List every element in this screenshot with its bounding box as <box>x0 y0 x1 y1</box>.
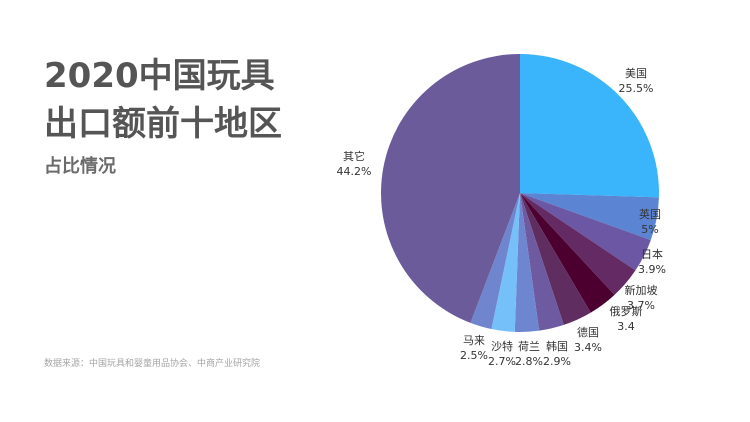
slice-label-name: 新加坡 <box>625 283 658 297</box>
slice-label-name: 德国 <box>577 325 599 339</box>
title-line-1: 2020中国玩具 <box>44 56 275 96</box>
pie-slice-3 <box>520 193 651 271</box>
slice-label-name: 韩国 <box>546 339 568 353</box>
slice-label-name: 其它 <box>343 149 365 163</box>
slice-label-name: 美国 <box>625 67 647 80</box>
slice-label-value: 25.5% <box>619 82 654 95</box>
slice-label-value: 2.9% <box>543 355 571 368</box>
pie-slice-4 <box>520 193 636 295</box>
data-source-note: 数据来源：中国玩具和婴童用品协会、中商产业研究院 <box>44 359 261 369</box>
slice-label-value: 3.9% <box>638 263 666 276</box>
slice-label-value: 2.5% <box>460 349 488 362</box>
chart-title: 2020中国玩具 出口额前十地区 <box>44 52 282 148</box>
slice-label-name: 俄罗斯 <box>610 305 643 318</box>
slice-label-value: 5% <box>641 223 658 236</box>
pie-slice-8 <box>514 193 540 333</box>
slice-label-value: 2.8% <box>515 355 543 368</box>
slice-label-value: 3.4% <box>574 341 602 354</box>
pie-slice-2 <box>520 193 659 241</box>
pie-slice-5 <box>520 193 615 313</box>
pie-labels: 美国25.5%英国5%日本3.9%新加坡3.7%俄罗斯3.4德国3.4%韩国2.… <box>337 67 666 368</box>
pie-slice-6 <box>520 193 591 325</box>
pie-slice-9 <box>491 193 520 332</box>
chart-subtitle: 占比情况 <box>44 156 116 177</box>
pie-slice-11 <box>381 54 520 323</box>
slice-label-value: 3.7% <box>627 299 655 312</box>
pie-slice-1 <box>520 54 659 198</box>
pie-slice-10 <box>470 193 520 330</box>
slice-label-name: 英国 <box>639 207 661 221</box>
slice-label-name: 沙特 <box>491 339 513 353</box>
slice-label-value: 2.7% <box>488 355 516 368</box>
title-line-2: 出口额前十地区 <box>44 104 282 144</box>
pie-slice-7 <box>520 193 564 331</box>
slice-label-name: 荷兰 <box>518 340 540 353</box>
pie-slices <box>381 54 659 333</box>
slice-label-name: 马来 <box>463 334 485 347</box>
slice-label-value: 3.4 <box>617 320 635 333</box>
slice-label-value: 44.2% <box>337 165 372 178</box>
slice-label-name: 日本 <box>641 247 663 261</box>
